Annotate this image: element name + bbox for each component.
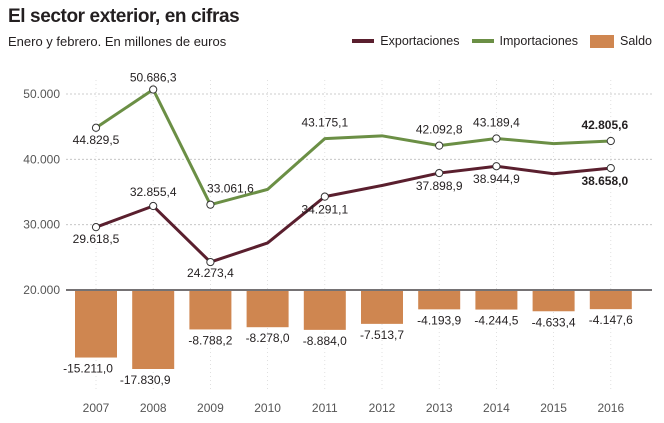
series-lines [91,85,615,267]
y-tick-label: 40.000 [23,152,60,166]
saldo-label: -4.244,5 [474,314,518,328]
importaciones-label: 43.189,4 [473,115,520,129]
y-tick-label: 50.000 [23,87,60,101]
saldo-label: -8.788,2 [188,333,232,347]
legend-item-importaciones: Importaciones [471,34,579,48]
axis-labels: 50.000 40.000 30.000 20.000 2007 2008 2009 2010… [23,87,624,415]
exportaciones-label: 24.273,4 [187,266,234,280]
importaciones-point [435,141,444,150]
exportaciones-label: 34.291,1 [301,203,348,217]
legend-swatch-saldo [590,34,615,48]
exportaciones-label: 38.658,0 [581,174,628,188]
exportaciones-point [606,164,615,173]
legend: Exportaciones Importaciones Saldo [352,34,652,48]
importaciones-point [492,134,501,143]
chart-subtitle: Enero y febrero. En millones de euros [8,34,227,49]
saldo-bar [532,291,575,312]
exportaciones-point [149,201,158,211]
exportaciones-point [206,257,215,267]
exportaciones-point [435,168,444,178]
importaciones-label: 50.686,3 [130,71,177,85]
saldo-label: -17.830,9 [120,373,171,387]
saldo-label: -4.633,4 [532,315,576,329]
x-tick-label: 2013 [426,401,453,415]
importaciones-point [206,200,215,209]
exportaciones-label: 29.618,5 [73,232,120,246]
saldo-bar [303,291,346,330]
exportaciones-label: 37.898,9 [416,179,463,193]
exportaciones-point [492,162,501,171]
saldo-label: -15.211,0 [63,362,113,376]
x-tick-label: 2014 [483,401,510,415]
legend-item-saldo: Saldo [590,34,652,48]
x-tick-label: 2011 [312,401,338,415]
saldo-bar [189,291,232,330]
importaciones-label: 44.829,5 [73,133,120,147]
importaciones-point [149,85,158,94]
importaciones-label: 42.092,8 [416,123,463,137]
saldo-bar [418,291,461,310]
exportaciones-line [95,164,611,264]
saldo-label: -8.278,0 [246,331,290,345]
legend-swatch-importaciones [471,39,494,43]
exportaciones-label: 38.944,9 [473,172,520,186]
y-tick-label: 30.000 [23,218,60,232]
legend-item-exportaciones: Exportaciones [352,34,460,48]
exportaciones-point [91,223,101,232]
x-tick-label: 2015 [540,401,567,415]
chart-title: El sector exterior, en cifras [8,6,240,27]
saldo-bars [75,291,632,369]
x-tick-label: 2012 [369,401,396,415]
importaciones-line [95,88,611,207]
importaciones-point [606,136,615,146]
legend-label-importaciones: Importaciones [499,34,579,48]
legend-swatch-exportaciones [352,39,375,43]
x-tick-label: 2016 [597,401,624,415]
saldo-label: -4.147,6 [589,313,633,327]
data-labels: -15.211,0 -17.830,9 -8.788,2 -8.278,0 -8.884… [63,71,633,387]
importaciones-label: 43.175,1 [301,116,348,130]
exportaciones-label: 32.855,4 [130,185,177,199]
exportaciones-point [320,192,329,201]
legend-label-exportaciones: Exportaciones [380,34,460,48]
saldo-label: -7.513,7 [360,328,404,342]
saldo-bar [361,291,403,324]
x-tick-label: 2007 [83,401,110,415]
saldo-label: -4.193,9 [417,313,461,327]
saldo-bar [589,291,632,310]
saldo-label: -8.884,0 [303,334,347,348]
importaciones-point [91,123,101,132]
saldo-bar [75,291,117,358]
importaciones-label: 42.805,6 [581,118,628,132]
gridlines [66,80,652,392]
saldo-bar [132,291,175,369]
importaciones-label: 33.061,6 [207,182,254,196]
x-tick-label: 2010 [254,401,281,415]
y-tick-label: 20.000 [23,283,60,297]
x-tick-label: 2009 [197,401,224,415]
legend-label-saldo: Saldo [620,34,652,48]
x-tick-label: 2008 [140,401,167,415]
saldo-bar [246,291,289,328]
saldo-bar [475,291,518,310]
